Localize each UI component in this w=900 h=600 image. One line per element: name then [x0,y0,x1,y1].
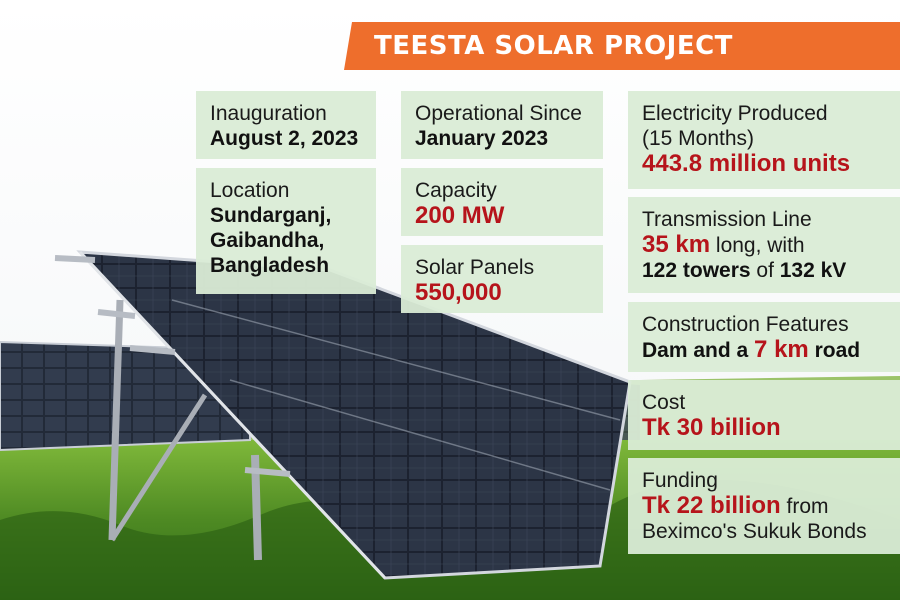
capacity-label: Capacity [415,179,497,202]
inauguration-card: Inauguration August 2, 2023 [196,91,376,159]
location-line: Bangladesh [210,254,330,277]
transmission-card: Transmission Line 35 km long, with 122 t… [628,197,900,293]
electricity-period: (15 Months) [642,127,755,150]
funding-value: Tk 22 billion [642,492,781,519]
construction-text: road [808,339,861,362]
inauguration-value: August 2, 2023 [210,127,359,150]
funding-source: Beximco's Sukuk Bonds [642,520,867,543]
location-label: Location [210,179,290,202]
cost-label: Cost [642,391,686,414]
transmission-voltage: 132 kV [779,259,847,282]
operational-label: Operational Since [415,102,582,125]
inauguration-label: Inauguration [210,102,327,125]
construction-card: Construction Features Dam and a 7 km roa… [628,302,900,372]
funding-text: from [780,495,829,518]
operational-card: Operational Since January 2023 [401,91,603,159]
construction-road-length: 7 km [754,336,809,363]
electricity-value: 443.8 million units [642,150,851,177]
cost-card: Cost Tk 30 billion [628,380,900,450]
electricity-card: Electricity Produced (15 Months) 443.8 m… [628,91,900,189]
transmission-label: Transmission Line [642,208,812,231]
transmission-length: 35 km [642,231,711,258]
solar-panels-card: Solar Panels 550,000 [401,245,603,313]
transmission-text: of [750,259,780,282]
transmission-towers: 122 towers [642,259,751,282]
solar-panels-label: Solar Panels [415,256,535,279]
cost-value: Tk 30 billion [642,414,781,441]
capacity-value: 200 MW [415,202,505,229]
solar-panels-value: 550,000 [415,279,502,306]
electricity-label: Electricity Produced [642,102,828,125]
construction-label: Construction Features [642,313,849,336]
location-line: Gaibandha, [210,229,325,252]
location-card: Location Sundarganj, Gaibandha, Banglade… [196,168,376,294]
funding-card: Funding Tk 22 billion from Beximco's Suk… [628,458,900,554]
construction-text: Dam and a [642,339,755,362]
funding-label: Funding [642,469,718,492]
location-line: Sundarganj, [210,204,332,227]
page-title: TEESTA SOLAR PROJECT [344,22,900,70]
operational-value: January 2023 [415,127,549,150]
transmission-text: long, with [710,234,805,257]
capacity-card: Capacity 200 MW [401,168,603,236]
